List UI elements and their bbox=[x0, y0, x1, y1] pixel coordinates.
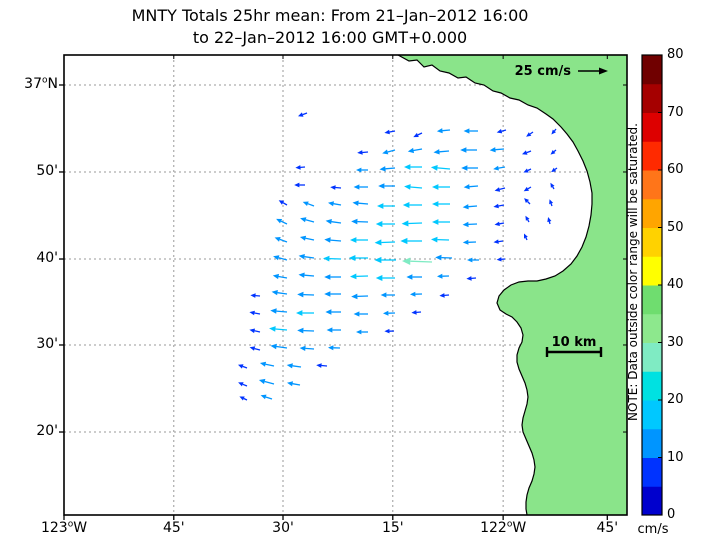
x-tick-label: 45' bbox=[596, 520, 619, 536]
x-tick-label: 122oW bbox=[480, 519, 527, 536]
colorbar-tick-label: 50 bbox=[667, 219, 684, 235]
y-tick-label: 30' bbox=[36, 335, 58, 352]
reference-arrow bbox=[578, 67, 608, 75]
colorbar-note: NOTE: Data outside color range will be s… bbox=[626, 123, 640, 421]
chart-title-line2: to 22–Jan–2012 16:00 GMT+0.000 bbox=[192, 28, 468, 47]
colorbar-units-label: cm/s bbox=[637, 522, 669, 537]
current-vectors bbox=[238, 112, 558, 401]
x-tick-label: 15' bbox=[381, 520, 404, 536]
colorbar-tick-label: 60 bbox=[667, 162, 684, 177]
x-tick-label: 45' bbox=[162, 520, 185, 536]
y-tick-label: 37oN bbox=[24, 75, 58, 92]
y-tick-label: 40' bbox=[36, 250, 58, 266]
y-tick-label: 20' bbox=[36, 423, 58, 440]
reference-arrow-label: 25 cm/s bbox=[514, 64, 571, 79]
chart-title: MNTY Totals 25hr mean: From 21–Jan–2012 … bbox=[25, 5, 635, 49]
colorbar-tick-label: 0 bbox=[667, 507, 676, 522]
coastline bbox=[397, 55, 593, 515]
chart-title-line1: MNTY Totals 25hr mean: From 21–Jan–2012 … bbox=[131, 6, 529, 25]
axis-frame bbox=[59, 54, 628, 520]
x-tick-label: 123oW bbox=[40, 519, 88, 536]
colorbar bbox=[641, 54, 663, 516]
scale-bar bbox=[545, 347, 603, 357]
x-tick-label: 30' bbox=[272, 520, 294, 536]
y-tick-label: 50' bbox=[36, 162, 58, 179]
colorbar-tick-label: 10 bbox=[667, 449, 684, 465]
colorbar-tick-label: 70 bbox=[667, 104, 684, 120]
colorbar-tick-label: 30 bbox=[667, 334, 684, 350]
colorbar-tick-label: 40 bbox=[667, 277, 684, 292]
colorbar-tick-label: 20 bbox=[667, 392, 684, 407]
colorbar-tick-label: 80 bbox=[667, 47, 684, 62]
scale-bar-label: 10 km bbox=[551, 335, 597, 350]
